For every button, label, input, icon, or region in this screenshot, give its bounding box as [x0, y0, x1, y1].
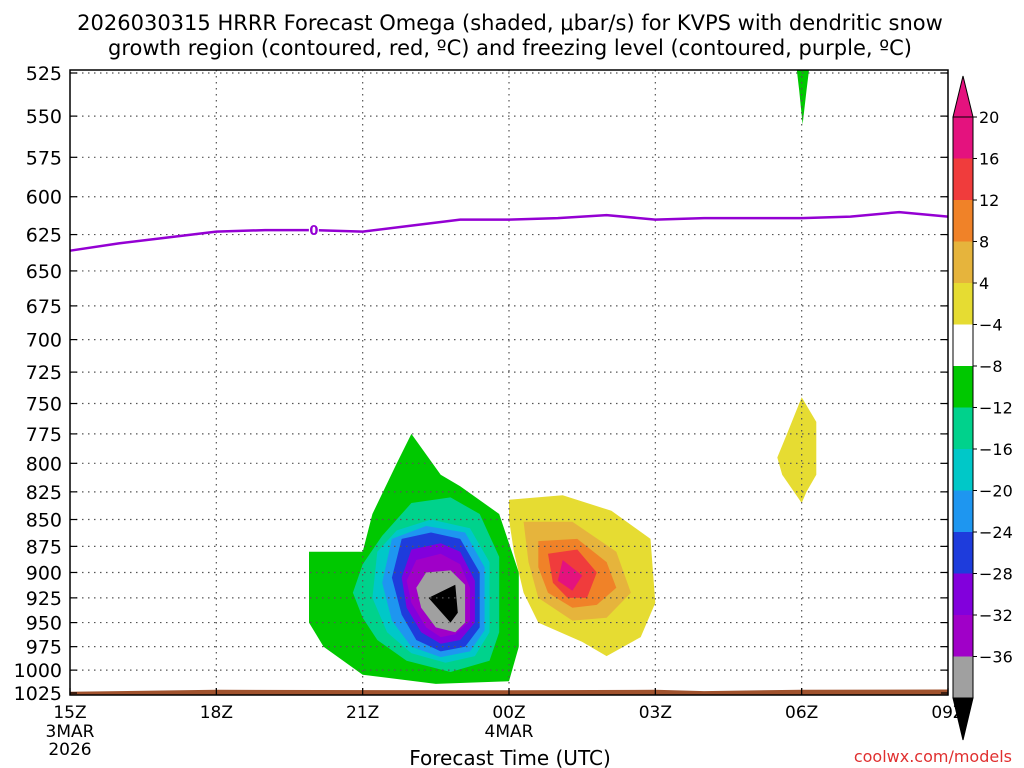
colorbar-label--4: −4 [979, 316, 1003, 335]
colorbar-swatch-3 [953, 241, 973, 283]
y-tick-label-775: 775 [26, 424, 62, 446]
colorbar-label--32: −32 [979, 606, 1013, 625]
omega-shading [309, 70, 817, 684]
chart-title-line-2: growth region (contoured, red, ºC) and f… [108, 36, 912, 60]
y-tick-label-750: 750 [26, 394, 62, 416]
y-tick-label-550: 550 [26, 106, 62, 128]
x-tick-sublabel-00Z: 4MAR [485, 722, 534, 742]
colorbar-swatch-8 [953, 449, 973, 491]
y-tick-label-600: 600 [26, 187, 62, 209]
colorbar-swatch-6 [953, 366, 973, 408]
colorbar-swatch-2 [953, 200, 973, 242]
colorbar-label-16: 16 [979, 150, 999, 169]
colorbar-label-12: 12 [979, 191, 999, 210]
y-tick-label-925: 925 [26, 588, 62, 610]
colorbar-swatch-0 [953, 117, 973, 159]
grid-lines [70, 70, 948, 695]
omega-region-upward-motion-green-small [796, 70, 809, 125]
x-tick-label-03Z: 03Z [639, 703, 672, 723]
y-tick-label-650: 650 [26, 261, 62, 283]
colorbar-swatch-12 [953, 615, 973, 657]
colorbar-label--16: −16 [979, 440, 1013, 459]
y-tick-label-625: 625 [26, 225, 62, 247]
y-tick-label-675: 675 [26, 296, 62, 318]
colorbar: 20 16 12 8 4 −4 −8 −12 −16 −20 −24 −28 −32 −36 [952, 75, 1013, 741]
colorbar-swatch-13 [953, 656, 973, 698]
y-tick-label-725: 725 [26, 362, 62, 384]
y-tick-label-1025: 1025 [14, 683, 62, 705]
colorbar-swatch-11 [953, 573, 973, 615]
x-tick-label-15Z: 15Z [53, 703, 86, 723]
y-tick-label-950: 950 [26, 613, 62, 635]
colorbar-swatch-1 [953, 158, 973, 200]
colorbar-swatch-4 [953, 283, 973, 325]
y-tick-label-825: 825 [26, 482, 62, 504]
plot-frame [69, 69, 949, 696]
colorbar-swatch-9 [953, 490, 973, 532]
y-tick-label-850: 850 [26, 510, 62, 532]
colorbar-label--12: −12 [979, 399, 1013, 418]
x-tick-label-21Z: 21Z [346, 703, 379, 723]
x-tick-sublabel-15Z: 3MAR [46, 722, 95, 742]
colorbar-top-arrow [952, 75, 974, 118]
colorbar-label--20: −20 [979, 482, 1013, 501]
y-tick-label-1000: 1000 [14, 660, 62, 682]
y-tick-label-700: 700 [26, 330, 62, 352]
y-tick-label-975: 975 [26, 637, 62, 659]
x-tick-label-00Z: 00Z [492, 703, 525, 723]
y-tick-label-800: 800 [26, 453, 62, 475]
watermark: coolwx.com/models [854, 747, 1012, 766]
freezing-level-label-bg [308, 222, 319, 238]
freezing-level-contour [69, 210, 949, 252]
x-tick-year-15Z: 2026 [48, 740, 91, 760]
colorbar-label-4: 4 [979, 274, 989, 293]
y-tick-label-525: 525 [26, 63, 62, 85]
omega-region-downward-motion-magenta [557, 560, 583, 591]
y-tick-label-575: 575 [26, 147, 62, 169]
y-axis: 525 550 575 600 625 650 675 700 725 750 775 800 825 8… [14, 63, 948, 705]
colorbar-label-20: 20 [979, 108, 999, 127]
colorbar-label--24: −24 [979, 523, 1013, 542]
colorbar-label--36: −36 [979, 648, 1013, 667]
colorbar-label-8: 8 [979, 233, 989, 252]
x-tick-label-18Z: 18Z [200, 703, 233, 723]
y-tick-label-900: 900 [26, 562, 62, 584]
freezing-level-line: 0 [69, 210, 949, 252]
colorbar-label--28: −28 [979, 565, 1013, 584]
colorbar-label--8: −8 [979, 357, 1003, 376]
colorbar-swatch-7 [953, 407, 973, 449]
omega-region-downward-motion-yellow-small [777, 397, 817, 503]
x-axis-label: Forecast Time (UTC) [409, 746, 611, 768]
chart-title-line-1: 2026030315 HRRR Forecast Omega (shaded, … [77, 11, 943, 35]
x-tick-label-06Z: 06Z [785, 703, 818, 723]
colorbar-swatch-5 [953, 324, 973, 366]
y-tick-label-875: 875 [26, 536, 62, 558]
omega-region-upward-motion-black [428, 584, 458, 623]
freezing-level-label: 0 [309, 224, 318, 239]
colorbar-swatch-10 [953, 532, 973, 574]
colorbar-bottom-arrow [952, 697, 974, 741]
